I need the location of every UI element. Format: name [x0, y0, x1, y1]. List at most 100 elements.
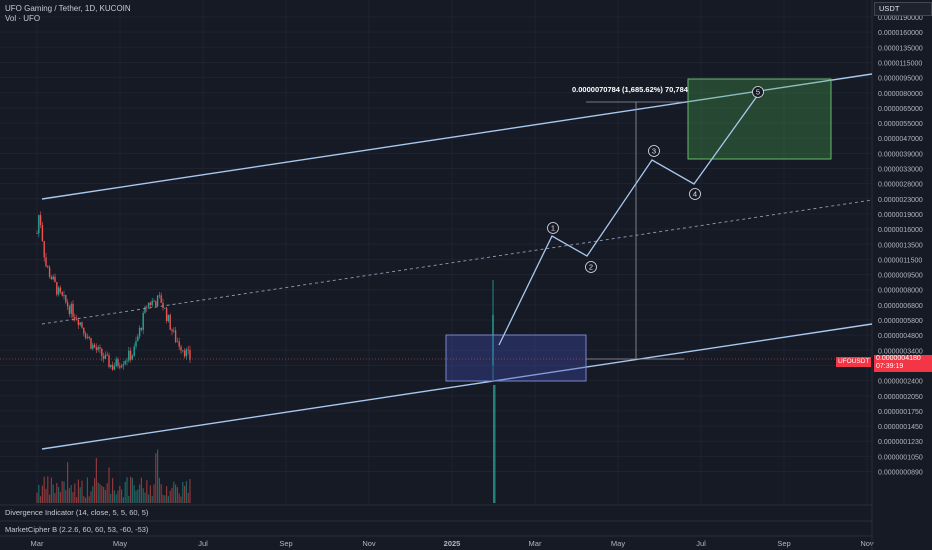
volume-bar: [137, 489, 139, 503]
volume-bars: [36, 385, 496, 503]
y-tick-label: 0.0000190000: [878, 15, 923, 22]
volume-bar: [128, 496, 130, 503]
volume-bar: [171, 487, 173, 503]
y-tick-label: 0.0000002050: [878, 394, 923, 401]
volume-bar: [86, 477, 88, 503]
candle-body: [81, 322, 83, 328]
candle-body: [38, 215, 40, 234]
volume-bar: [167, 496, 169, 503]
volume-bar: [67, 462, 69, 503]
volume-label: Vol · UFO: [5, 14, 41, 23]
candle-body: [124, 361, 126, 365]
volume-bar: [117, 490, 119, 503]
volume-bar: [185, 481, 187, 503]
y-tick-label: 0.0000080000: [878, 91, 923, 98]
wave-label: 3: [652, 147, 656, 156]
candle-body: [182, 350, 184, 352]
volume-bar: [135, 490, 137, 503]
wave-label-circle: [585, 261, 597, 273]
candle-body: [101, 348, 103, 357]
candle-body: [99, 347, 101, 349]
volume-bar: [50, 477, 52, 503]
y-tick-label: 0.0000115000: [878, 60, 922, 67]
volume-bar: [54, 493, 56, 503]
channel-lower-line: [41, 323, 873, 450]
volume-bar: [173, 481, 175, 503]
y-tick-label: 0.0000028000: [878, 182, 923, 189]
current-price-value: 0.0000004180: [876, 355, 921, 362]
x-tick-label: Mar: [31, 539, 44, 548]
candle-body: [151, 300, 153, 306]
volume-bar: [61, 481, 63, 503]
volume-bar: [164, 495, 166, 503]
candle-body: [183, 350, 186, 357]
volume-bar: [142, 488, 144, 503]
candle-body: [126, 360, 128, 362]
candle-body: [52, 276, 54, 280]
volume-bar: [124, 481, 126, 503]
volume-bar: [160, 484, 162, 503]
volume-bar: [112, 478, 114, 503]
candle-body: [171, 329, 173, 332]
y-tick-label: 0.0000160000: [878, 30, 923, 37]
x-tick-label: Sep: [777, 539, 790, 548]
candle-body: [174, 330, 177, 342]
y-tick-label: 0.0000033000: [878, 167, 923, 174]
candle-body: [165, 307, 168, 322]
chart-title: UFO Gaming / Tether, 1D, KUCOIN: [5, 4, 131, 13]
volume-bar: [115, 494, 117, 503]
volume-bar: [110, 493, 112, 503]
candles: [36, 211, 494, 380]
volume-bar: [113, 490, 115, 503]
volume-bar: [106, 483, 108, 503]
channel-upper-line: [41, 73, 873, 200]
measure-label: 0.0000070784 (1,685.62%) 70,784: [572, 85, 689, 94]
volume-bar: [144, 492, 146, 503]
volume-bar: [40, 496, 42, 503]
indicator-marketcipher[interactable]: MarketCipher B (2.2.6, 60, 60, 53, -60, …: [5, 525, 149, 534]
volume-bar: [77, 479, 79, 503]
candle-body: [92, 344, 94, 349]
volume-bar: [52, 484, 54, 503]
candle-body: [156, 295, 159, 307]
currency-selector[interactable]: USDT: [874, 2, 932, 16]
volume-bar: [65, 490, 67, 503]
wave-label-circle: [648, 145, 660, 157]
wave-label-circle: [547, 222, 559, 234]
wave-label: 2: [589, 263, 593, 272]
x-tick-label: Sep: [279, 539, 292, 548]
indicator-divergence[interactable]: Divergence Indicator (14, close, 5, 5, 6…: [5, 508, 149, 517]
candle-body: [111, 364, 114, 370]
candle-body: [66, 302, 69, 307]
wave-projection-line: [498, 91, 761, 346]
y-tick-label: 0.0000055000: [878, 121, 923, 128]
y-tick-label: 0.0000135000: [878, 45, 923, 52]
wave-label: 5: [756, 88, 760, 97]
y-tick-label: 0.0000047000: [878, 136, 923, 143]
candle-body: [149, 302, 152, 306]
candle-body: [102, 356, 105, 359]
x-tick-label: Jul: [696, 539, 706, 548]
candle-body: [167, 314, 170, 322]
candle-body: [131, 355, 134, 360]
candle-body: [56, 282, 58, 295]
volume-bar: [493, 385, 496, 503]
volume-bar: [180, 496, 182, 503]
candle-body: [77, 319, 80, 326]
volume-bar: [97, 482, 99, 503]
volume-bar: [94, 478, 96, 503]
volume-bar: [56, 483, 58, 503]
volume-bar: [139, 484, 141, 503]
volume-bar: [81, 480, 83, 503]
volume-bar: [90, 491, 92, 503]
volume-bar: [101, 485, 103, 503]
volume-bar: [189, 478, 191, 503]
y-tick-label: 0.0000008000: [878, 288, 923, 295]
y-tick-label: 0.0000006800: [878, 303, 923, 310]
volume-bar: [103, 486, 105, 503]
candle-body: [129, 350, 132, 360]
volume-bar: [130, 476, 132, 503]
volume-bar: [187, 492, 189, 503]
candle-body: [93, 344, 96, 348]
